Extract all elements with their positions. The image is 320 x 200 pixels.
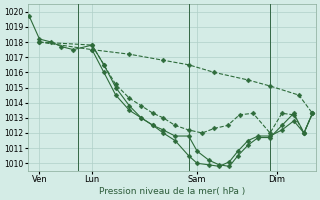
- X-axis label: Pression niveau de la mer( hPa ): Pression niveau de la mer( hPa ): [99, 187, 245, 196]
